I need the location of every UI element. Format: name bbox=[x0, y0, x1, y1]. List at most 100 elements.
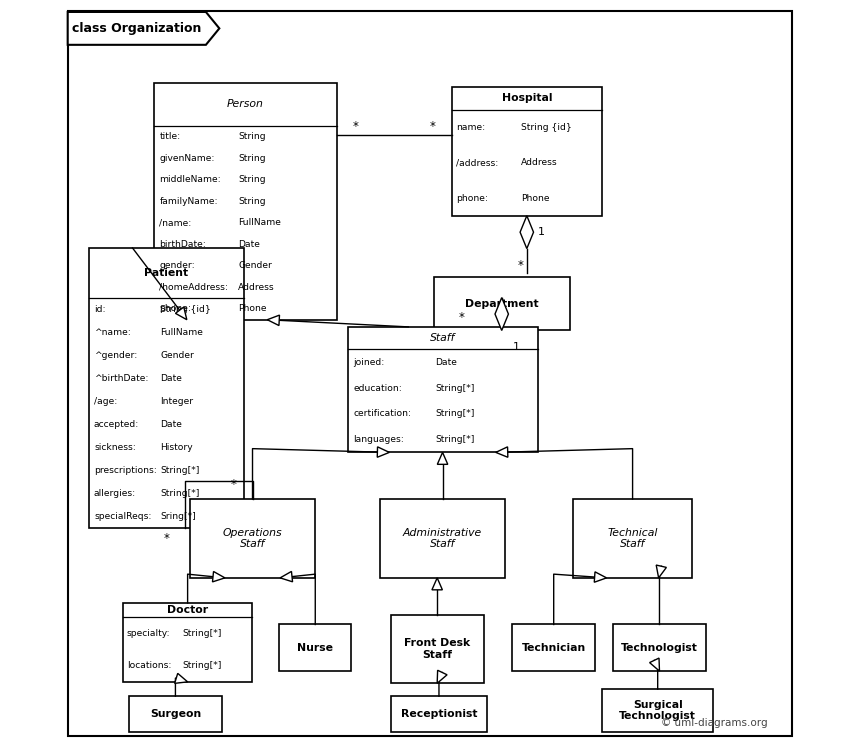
Text: Integer: Integer bbox=[160, 397, 194, 406]
Text: Front Desk
Staff: Front Desk Staff bbox=[404, 639, 470, 660]
Text: phone:: phone: bbox=[456, 193, 488, 202]
Text: languages:: languages: bbox=[353, 435, 404, 444]
Polygon shape bbox=[594, 571, 606, 582]
Text: Date: Date bbox=[435, 358, 457, 367]
Text: Administrative
Staff: Administrative Staff bbox=[403, 527, 482, 549]
Text: allergies:: allergies: bbox=[94, 489, 136, 498]
Text: name:: name: bbox=[456, 123, 485, 132]
Polygon shape bbox=[520, 216, 533, 249]
Text: String[*]: String[*] bbox=[435, 409, 475, 418]
Text: © uml-diagrams.org: © uml-diagrams.org bbox=[660, 719, 767, 728]
Text: Sring[*]: Sring[*] bbox=[160, 512, 196, 521]
Text: String[*]: String[*] bbox=[160, 489, 200, 498]
Text: *: * bbox=[353, 120, 359, 133]
Polygon shape bbox=[378, 447, 390, 457]
Text: Hospital: Hospital bbox=[501, 93, 552, 103]
Text: Surgical
Technologist: Surgical Technologist bbox=[619, 700, 696, 722]
Polygon shape bbox=[437, 670, 447, 684]
Text: String: String bbox=[238, 153, 266, 163]
Text: Address: Address bbox=[238, 283, 274, 292]
Bar bbox=[390, 696, 488, 732]
Bar bbox=[602, 689, 713, 732]
Polygon shape bbox=[267, 315, 280, 326]
Text: String[*]: String[*] bbox=[160, 466, 200, 475]
Text: FullName: FullName bbox=[238, 218, 281, 227]
Text: String[*]: String[*] bbox=[182, 629, 222, 638]
Bar bbox=[129, 696, 222, 732]
Text: /age:: /age: bbox=[94, 397, 117, 406]
Polygon shape bbox=[68, 12, 219, 45]
Text: Staff: Staff bbox=[430, 333, 455, 343]
Bar bbox=[347, 327, 538, 453]
Polygon shape bbox=[280, 571, 292, 582]
Bar bbox=[390, 616, 484, 684]
Text: title:: title: bbox=[159, 132, 181, 141]
Text: Phone: Phone bbox=[521, 193, 550, 202]
Text: Date: Date bbox=[160, 374, 182, 383]
Text: familyName:: familyName: bbox=[159, 196, 218, 205]
Text: certification:: certification: bbox=[353, 409, 411, 418]
Polygon shape bbox=[212, 571, 225, 582]
Text: specialty:: specialty: bbox=[127, 629, 170, 638]
Text: 1: 1 bbox=[538, 227, 545, 237]
Text: specialReqs:: specialReqs: bbox=[94, 512, 151, 521]
Text: Technologist: Technologist bbox=[621, 643, 698, 653]
Polygon shape bbox=[175, 307, 187, 320]
Text: *: * bbox=[430, 120, 436, 133]
Text: ^birthDate:: ^birthDate: bbox=[94, 374, 149, 383]
Bar bbox=[154, 83, 337, 320]
Polygon shape bbox=[495, 447, 508, 457]
Text: prescriptions:: prescriptions: bbox=[94, 466, 157, 475]
Text: Operations
Staff: Operations Staff bbox=[223, 527, 282, 549]
Text: Person: Person bbox=[227, 99, 264, 109]
Text: String: String bbox=[238, 196, 266, 205]
Polygon shape bbox=[432, 578, 442, 590]
Text: Gender: Gender bbox=[160, 351, 194, 360]
Text: *: * bbox=[458, 311, 464, 324]
Bar bbox=[452, 87, 602, 216]
Text: Patient: Patient bbox=[144, 268, 188, 278]
Text: Phone: Phone bbox=[238, 305, 267, 314]
Text: String[*]: String[*] bbox=[182, 661, 222, 670]
Text: Doctor: Doctor bbox=[167, 605, 208, 615]
Text: *: * bbox=[230, 477, 237, 491]
Polygon shape bbox=[495, 297, 508, 330]
Text: ^name:: ^name: bbox=[94, 328, 131, 337]
Text: birthDate:: birthDate: bbox=[159, 240, 206, 249]
Bar bbox=[513, 624, 595, 671]
Text: String[*]: String[*] bbox=[435, 383, 475, 393]
Text: Gender: Gender bbox=[238, 261, 272, 270]
Text: Address: Address bbox=[521, 158, 557, 167]
Text: education:: education: bbox=[353, 383, 402, 393]
Text: ^gender:: ^gender: bbox=[94, 351, 138, 360]
Text: locations:: locations: bbox=[127, 661, 171, 670]
Text: FullName: FullName bbox=[160, 328, 203, 337]
Bar bbox=[380, 499, 506, 578]
Text: Technician: Technician bbox=[521, 643, 586, 653]
Text: gender:: gender: bbox=[159, 261, 195, 270]
Text: id:: id: bbox=[94, 306, 106, 314]
Text: Nurse: Nurse bbox=[298, 643, 334, 653]
Text: Date: Date bbox=[160, 420, 182, 429]
Bar bbox=[574, 499, 691, 578]
Text: /address:: /address: bbox=[456, 158, 498, 167]
Bar bbox=[433, 276, 570, 330]
Text: accepted:: accepted: bbox=[94, 420, 139, 429]
Text: Surgeon: Surgeon bbox=[150, 709, 201, 719]
Text: phone:: phone: bbox=[159, 305, 191, 314]
Text: class Organization: class Organization bbox=[72, 22, 201, 35]
Polygon shape bbox=[438, 453, 448, 465]
Text: String: String bbox=[238, 132, 266, 141]
Polygon shape bbox=[649, 658, 660, 671]
Text: joined:: joined: bbox=[353, 358, 384, 367]
Text: History: History bbox=[160, 443, 193, 452]
Text: 1: 1 bbox=[513, 342, 520, 352]
Text: *: * bbox=[163, 533, 169, 545]
Text: Technical
Staff: Technical Staff bbox=[607, 527, 658, 549]
Bar bbox=[123, 603, 252, 682]
Text: Receptionist: Receptionist bbox=[401, 709, 477, 719]
Text: Department: Department bbox=[465, 299, 538, 309]
Text: /homeAddress:: /homeAddress: bbox=[159, 283, 228, 292]
Text: String[*]: String[*] bbox=[435, 435, 475, 444]
Text: givenName:: givenName: bbox=[159, 153, 215, 163]
